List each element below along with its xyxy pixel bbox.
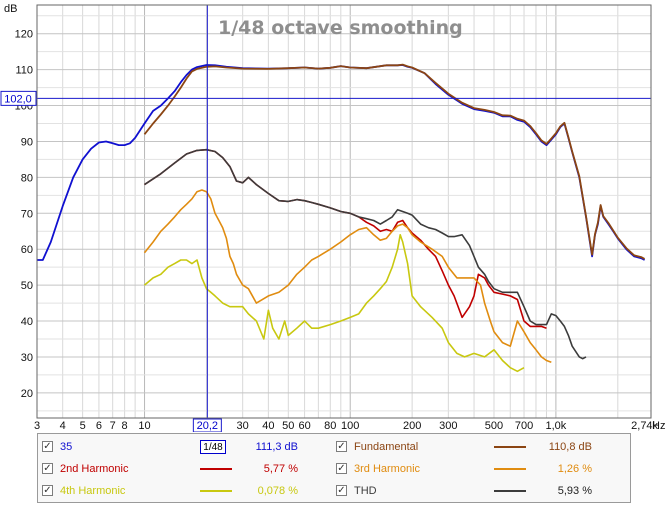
legend-label-3rd-harmonic: 3rd Harmonic [354,463,421,475]
legend-swatch-thd [494,490,526,492]
legend-label-35: 35 [60,441,73,453]
legend-checkbox-2nd-harmonic[interactable]: ✓ [42,463,53,474]
y-tick-label: 120 [15,29,33,41]
legend-swatch-fundamental [494,446,526,448]
y-tick-label: 90 [21,136,33,148]
plot-frame [36,4,652,419]
x-tick-label: 80 [324,420,336,432]
chart-title: 1/48 octave smoothing [218,17,463,39]
legend-label-thd: THD [354,485,377,497]
legend-label-2nd-harmonic: 2nd Harmonic [60,463,129,475]
x-tick-label: 300 [439,420,457,432]
legend-checkbox-3rd-harmonic[interactable]: ✓ [336,463,347,474]
legend-value-2nd-harmonic: 5,77 % [263,463,298,475]
legend-value-35: 111,3 dB [255,441,298,453]
legend-row: ✓ 2nd Harmonic 5,77 % ✓ 3rd Harmonic 1,26 % [38,458,630,480]
y-tick-label: 60 [21,244,33,256]
x-tick-label: 5 [80,420,86,432]
y-tick-label: 110 [15,65,33,77]
legend-checkbox-4th-harmonic[interactable]: ✓ [42,485,53,496]
x-tick-label: 4 [60,420,66,432]
x-tick-label: 40 [262,420,274,432]
legend-row: ✓ 4th Harmonic 0,078 % ✓ THD 5,93 % [38,480,630,502]
y-tick-label: 30 [21,352,33,364]
cursor-x-box [192,418,222,432]
cursor-y-box [0,90,37,106]
legend-swatch-3rd-harmonic [494,468,526,470]
legend-swatch-2nd-harmonic [200,468,232,470]
chart-cursor[interactable]: 20,2 102,0 [0,5,651,432]
y-tick-label: 80 [21,172,33,184]
legend-swatch-4th-harmonic [200,490,232,492]
x-tick-label: 6 [96,420,102,432]
x-axis-label: Hz [652,420,665,432]
x-tick-label: 10 [138,420,150,432]
x-tick-label: 1,0k [545,420,566,432]
x-tick-label: 2,74k [631,420,658,432]
x-tick-label: 8 [122,420,128,432]
legend-checkbox-thd[interactable]: ✓ [336,485,347,496]
x-tick-label: 30 [237,420,249,432]
y-tick-label: 40 [21,316,33,328]
legend-checkbox-35[interactable]: ✓ [42,441,53,452]
legend-label-4th-harmonic: 4th Harmonic [60,485,126,497]
legend-value-3rd-harmonic: 1,26 % [557,463,592,475]
legend-value-fundamental: 110,8 dB [548,441,592,453]
series-fundamental [143,63,646,260]
y-tick-label: 70 [21,208,33,220]
legend-checkbox-fundamental[interactable]: ✓ [336,441,347,452]
legend-label-fundamental: Fundamental [354,441,419,453]
legend-value-thd: 5,93 % [557,485,592,497]
x-tick-label: 60 [298,420,310,432]
cursor-y-value: 102,0 [4,93,32,105]
x-tick-label: 700 [515,420,533,432]
chart-background [0,0,667,432]
legend-panel: ✓ 35 1/48 111,3 dB ✓ Fundamental 110,8 dB ✓ 2nd … [37,433,631,503]
y-axis-label: dB [4,3,17,15]
x-tick-label: 3 [34,420,40,432]
smoothing-indicator[interactable]: 1/48 [200,440,226,454]
y-tick-label: 50 [21,280,33,292]
cursor-x-value: 20,2 [197,420,218,432]
x-tick-label: 100 [341,420,359,432]
x-tick-label: 7 [110,420,116,432]
x-axis-ticks: 345678102030405060801002003005007001,0k2… [34,420,659,432]
chart-grid [36,5,651,418]
legend-value-4th-harmonic: 0,078 % [257,485,298,497]
x-tick-label: 50 [282,420,294,432]
x-tick-label: 200 [403,420,421,432]
series-4th-harmonic [143,234,525,373]
series-thd [144,148,587,360]
legend-row: ✓ 35 1/48 111,3 dB ✓ Fundamental 110,8 dB [38,436,630,458]
x-tick-label: 500 [485,420,503,432]
y-tick-label: 20 [21,388,33,400]
